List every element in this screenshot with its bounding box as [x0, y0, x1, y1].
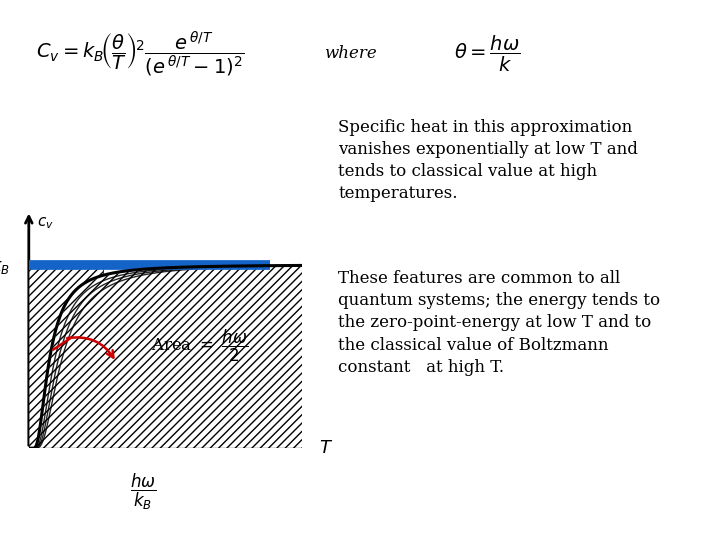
Text: Area $=\ \dfrac{h\omega}{2}$: Area $=\ \dfrac{h\omega}{2}$	[151, 328, 248, 364]
Text: where: where	[324, 45, 377, 63]
Text: $k_{B}$: $k_{B}$	[0, 255, 9, 276]
Text: $\dfrac{h\omega}{k_{B}}$: $\dfrac{h\omega}{k_{B}}$	[130, 472, 157, 512]
Text: $c_{v}$: $c_{v}$	[37, 215, 54, 231]
Text: $C_{v}=k_{B}\!\left(\dfrac{\theta}{T}\right)^{\!2}\dfrac{e^{\,\theta/T}}{\left(e: $C_{v}=k_{B}\!\left(\dfrac{\theta}{T}\ri…	[36, 29, 245, 79]
Text: Specific heat in this approximation
vanishes exponentially at low T and
tends to: Specific heat in this approximation vani…	[338, 119, 638, 202]
Text: $T$: $T$	[319, 439, 333, 457]
Text: $\theta=\dfrac{h\omega}{k}$: $\theta=\dfrac{h\omega}{k}$	[454, 34, 520, 74]
Text: These features are common to all
quantum systems; the energy tends to
the zero-p: These features are common to all quantum…	[338, 270, 660, 376]
